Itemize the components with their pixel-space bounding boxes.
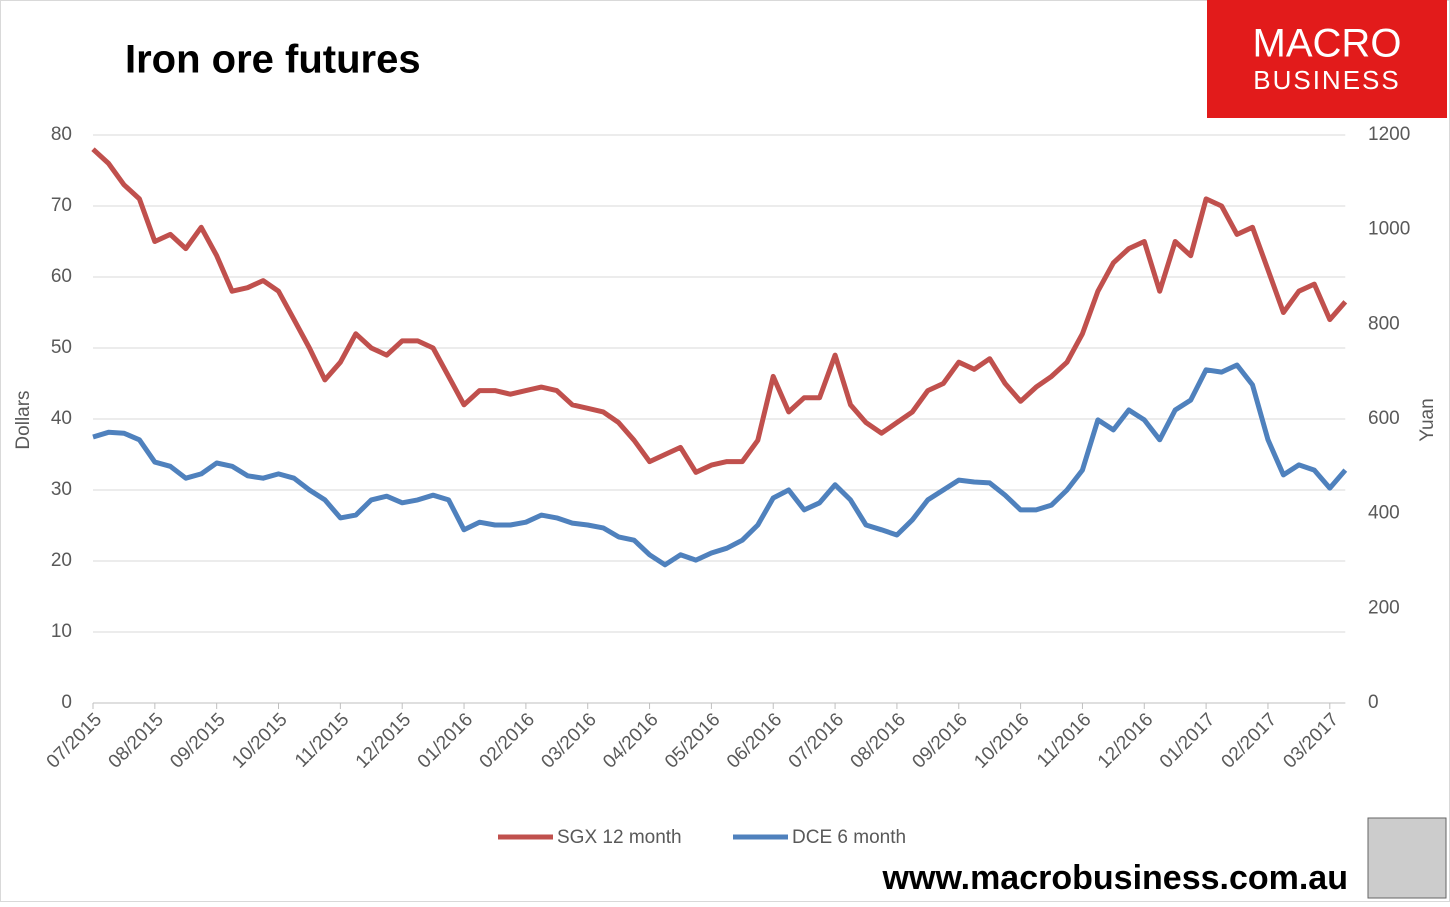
y-tick-label: 70 (51, 195, 72, 216)
y2-tick-label: 1200 (1368, 124, 1410, 145)
y2-tick-label: 1000 (1368, 219, 1410, 240)
series-line (91, 147, 1348, 475)
y2-axis-label: Yuan (1417, 398, 1438, 441)
y2-tick-label: 800 (1368, 313, 1400, 334)
y-tick-label: 50 (51, 337, 72, 358)
y-tick-label: 40 (51, 408, 72, 429)
y-tick-label: 30 (51, 479, 72, 500)
y-tick-label: 20 (51, 550, 72, 571)
y-tick-label: 80 (51, 124, 72, 145)
footer: www.macrobusiness.com.au (882, 859, 1348, 897)
y-tick-label: 10 (51, 621, 72, 642)
chart-title: Iron ore futures (125, 38, 421, 82)
logo-text: BUSINESS (1253, 65, 1401, 95)
fox-image (1367, 817, 1447, 899)
logo-box (1207, 0, 1447, 118)
y2-tick-label: 400 (1368, 503, 1400, 524)
y-tick-label: 60 (51, 266, 72, 287)
y2-tick-label: 600 (1368, 408, 1400, 429)
y-tick-label: 0 (61, 692, 72, 713)
logo-text: MACRO (1253, 22, 1402, 66)
series-line (92, 362, 1348, 568)
y2-tick-label: 200 (1368, 597, 1400, 618)
legend-label: SGX 12 month (557, 827, 682, 848)
y2-tick-label: 0 (1368, 692, 1379, 713)
y-axis-label: Dollars (13, 390, 34, 449)
legend-label: DCE 6 month (792, 827, 906, 848)
